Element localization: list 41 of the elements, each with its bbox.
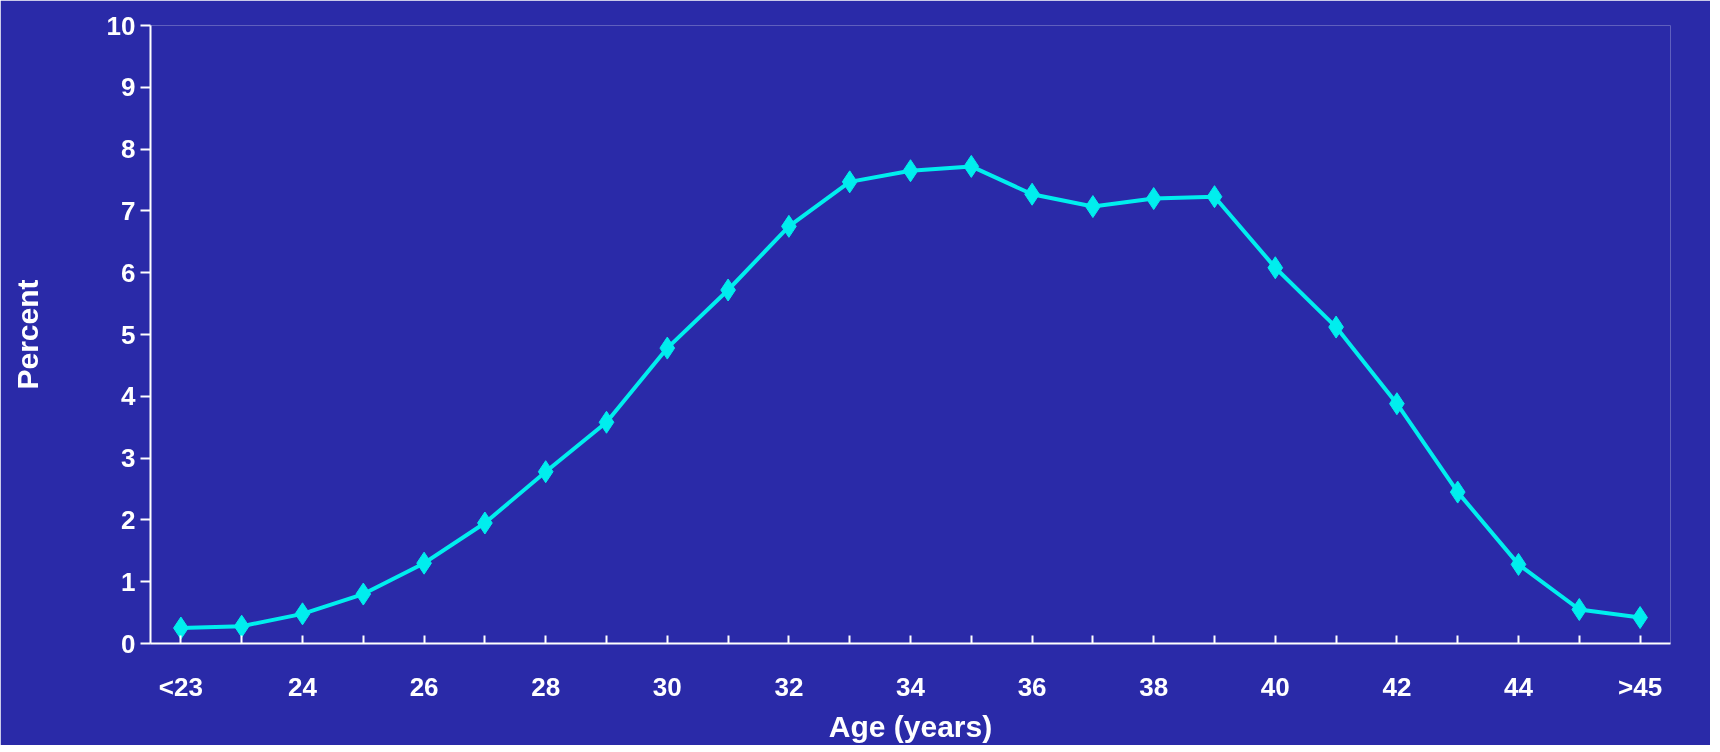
point	[963, 154, 980, 178]
x-tick-label: 44	[1504, 671, 1534, 702]
y-tick-label: 0	[121, 628, 136, 659]
x-tick-label: 40	[1260, 671, 1290, 702]
y-tick-label: 10	[106, 10, 136, 41]
point	[1145, 187, 1162, 211]
point	[1267, 256, 1284, 280]
y-tick-label: 3	[121, 443, 136, 474]
point	[659, 336, 676, 360]
x-tick-label: 34	[896, 671, 926, 702]
point	[841, 170, 858, 194]
y-tick-label: 7	[121, 195, 136, 226]
y-tick-label: 1	[121, 566, 136, 597]
point	[537, 460, 554, 484]
y-tick-label: 5	[121, 319, 136, 350]
y-axis-title: Percent	[10, 279, 44, 390]
x-tick-label: 38	[1139, 671, 1169, 702]
x-tick-label: 30	[652, 671, 682, 702]
y-tick-label: 2	[121, 504, 136, 535]
y-tick-label: 4	[121, 381, 137, 412]
x-axis-title: Age (years)	[828, 709, 993, 743]
x-tick-label: 24	[288, 671, 318, 702]
y-tick-label: 8	[121, 134, 136, 165]
y-tick-label: 6	[121, 257, 136, 288]
point	[294, 602, 311, 626]
x-tick-label: 42	[1382, 671, 1412, 702]
point	[1510, 552, 1527, 576]
point	[598, 410, 615, 434]
x-tick-label: 32	[774, 671, 804, 702]
x-tick-label: <23	[158, 671, 203, 702]
point	[1571, 598, 1588, 622]
x-tick-label: 36	[1017, 671, 1047, 702]
point	[233, 614, 250, 638]
point	[355, 582, 372, 606]
y-tick-label: 9	[121, 72, 136, 103]
x-tick-label: 28	[531, 671, 561, 702]
point	[1206, 185, 1223, 209]
point	[902, 159, 919, 183]
x-tick-label: >45	[1618, 671, 1663, 702]
point	[1449, 480, 1466, 504]
x-tick-label: 26	[409, 671, 439, 702]
